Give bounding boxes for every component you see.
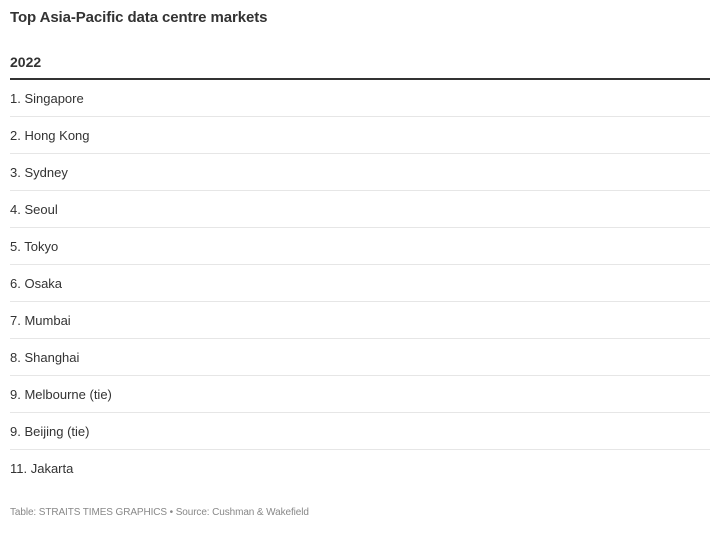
table-row: 8. Shanghai bbox=[10, 339, 710, 376]
table-row: 9. Melbourne (tie) bbox=[10, 376, 710, 413]
table-row: 3. Sydney bbox=[10, 154, 710, 191]
table-row: 6. Osaka bbox=[10, 265, 710, 302]
table-row: 11. Jakarta bbox=[10, 461, 74, 476]
table-row: 4. Seoul bbox=[10, 191, 710, 228]
column-header-year: 2022 bbox=[10, 44, 710, 80]
chart-title: Top Asia-Pacific data centre markets bbox=[10, 9, 268, 26]
source-credit: Table: STRAITS TIMES GRAPHICS • Source: … bbox=[10, 507, 309, 518]
table-row: 5. Tokyo bbox=[10, 228, 710, 265]
table-row: 1. Singapore bbox=[10, 80, 710, 117]
ranking-table: 2022 1. Singapore 2. Hong Kong 3. Sydney 4.… bbox=[10, 44, 710, 487]
table-row: 7. Mumbai bbox=[10, 302, 710, 339]
table-rows: 1. Singapore 2. Hong Kong 3. Sydney 4. Seou… bbox=[10, 80, 710, 487]
table-row: 2. Hong Kong bbox=[10, 117, 710, 154]
table-row: 9. Beijing (tie) bbox=[10, 413, 710, 450]
